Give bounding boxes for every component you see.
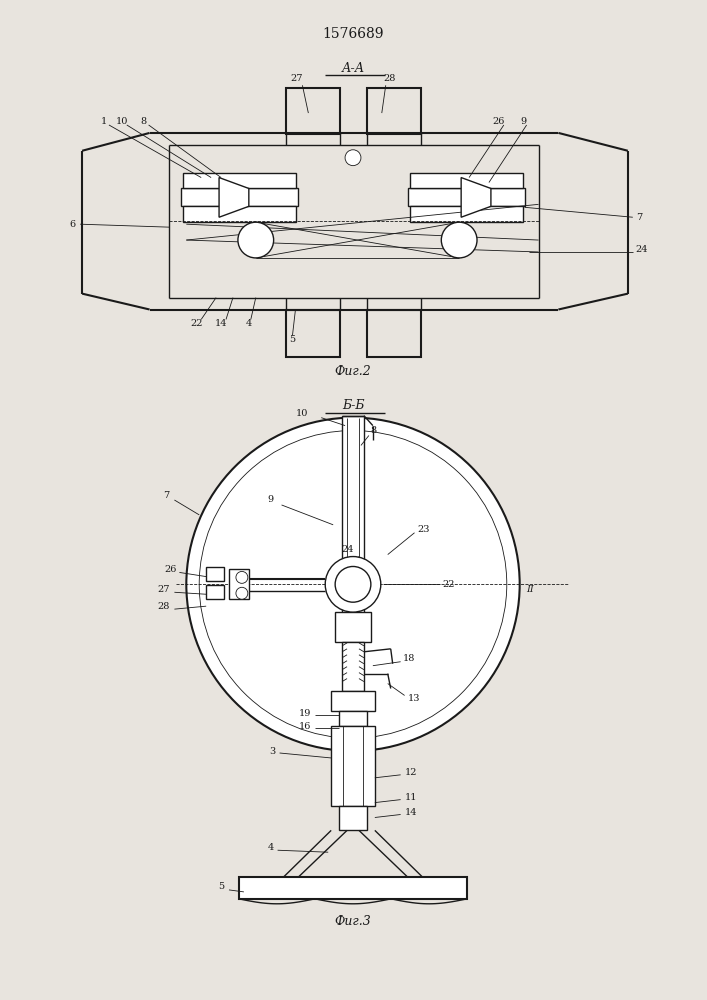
Text: 28: 28 [383, 74, 396, 83]
Polygon shape [219, 178, 249, 217]
Bar [367, 88, 421, 134]
Bar [331, 726, 375, 806]
Circle shape [325, 557, 381, 612]
Text: 6: 6 [69, 220, 75, 229]
Text: 13: 13 [407, 694, 420, 703]
Bar [367, 310, 421, 357]
Text: 22: 22 [443, 580, 455, 589]
Bar [339, 806, 367, 830]
Text: 1576689: 1576689 [322, 27, 384, 41]
Text: 8: 8 [371, 426, 377, 435]
Text: 7: 7 [163, 491, 170, 500]
Text: 11: 11 [404, 793, 417, 802]
Text: 14: 14 [404, 808, 417, 817]
Circle shape [236, 587, 248, 599]
Text: 4: 4 [267, 843, 274, 852]
Bar [286, 88, 340, 134]
Text: 9: 9 [267, 495, 274, 504]
Text: 9: 9 [520, 117, 527, 126]
Circle shape [187, 418, 520, 751]
Text: Б-Б: Б-Б [341, 399, 364, 412]
Text: А-А: А-А [341, 62, 365, 75]
Circle shape [441, 222, 477, 258]
Bar [183, 173, 296, 188]
Text: 10: 10 [296, 409, 308, 418]
Bar [206, 585, 224, 599]
Text: Фиг.2: Фиг.2 [334, 365, 371, 378]
Text: 8: 8 [141, 117, 147, 126]
Bar [229, 569, 249, 599]
Text: 7: 7 [636, 213, 642, 222]
Bar [409, 173, 522, 188]
Text: 14: 14 [215, 319, 227, 328]
Bar [331, 691, 375, 711]
Text: 23: 23 [418, 525, 430, 534]
Text: II: II [527, 585, 534, 594]
Text: 19: 19 [299, 709, 311, 718]
Bar [335, 612, 371, 642]
Circle shape [199, 431, 507, 738]
Text: 22: 22 [190, 319, 202, 328]
Text: 24: 24 [341, 545, 354, 554]
Bar [339, 711, 367, 726]
Circle shape [238, 222, 274, 258]
Text: 26: 26 [164, 565, 177, 574]
Text: 28: 28 [157, 602, 170, 611]
Text: 18: 18 [402, 654, 415, 663]
Bar [183, 206, 296, 222]
Circle shape [335, 566, 371, 602]
Bar [206, 567, 224, 581]
Text: 4: 4 [246, 319, 252, 328]
Text: 5: 5 [289, 335, 296, 344]
Bar [342, 642, 364, 691]
Text: 12: 12 [404, 768, 417, 777]
Text: 1: 1 [101, 117, 107, 126]
Text: 24: 24 [636, 245, 648, 254]
Bar [409, 206, 522, 222]
Bar [239, 877, 467, 899]
Text: 5: 5 [218, 882, 224, 891]
Polygon shape [461, 178, 491, 217]
Bar [286, 310, 340, 357]
Text: 27: 27 [290, 74, 303, 83]
Bar [407, 188, 525, 206]
Circle shape [345, 150, 361, 166]
Text: 3: 3 [269, 747, 276, 756]
Bar [342, 416, 364, 614]
Circle shape [236, 571, 248, 583]
Text: Фиг.3: Фиг.3 [334, 915, 371, 928]
Text: 16: 16 [299, 722, 311, 731]
Text: 10: 10 [116, 117, 128, 126]
Bar [182, 188, 298, 206]
Text: 26: 26 [493, 117, 505, 126]
Text: 27: 27 [157, 585, 170, 594]
